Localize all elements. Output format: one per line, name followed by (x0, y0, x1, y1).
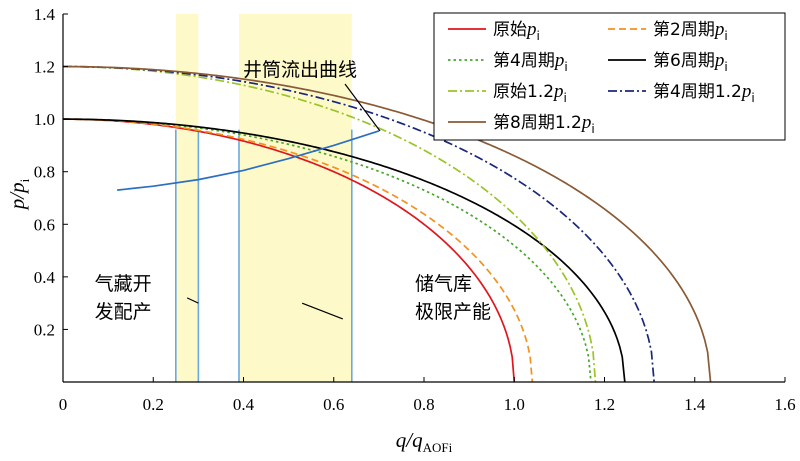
y-tick-label-3: 0.8 (34, 163, 55, 182)
y-tick-label-6: 1.4 (34, 5, 56, 24)
series-line-0 (62, 118, 516, 383)
x-tick-label-7: 1.4 (684, 395, 706, 414)
x-tick-label-1: 0.2 (143, 395, 164, 414)
legend-label-0: 原始pi (493, 19, 540, 43)
legend: 原始pi 第2周期pi 第4周期pi 第6周期pi 原始1.2pi 第4周期1.2pi 第8… (433, 12, 786, 141)
y-tick-label-0: 0.2 (34, 320, 55, 339)
y-axis-label: p/pi (5, 178, 32, 211)
legend-label-2: 第4周期pi (493, 50, 568, 74)
y-tick-label-4: 1.0 (34, 110, 55, 129)
axes (62, 13, 786, 383)
shaded-region-1 (238, 14, 352, 382)
legend-box (433, 12, 786, 141)
x-tick-label-5: 1.0 (504, 395, 525, 414)
y-tick-label-5: 1.2 (34, 58, 55, 77)
wellbore-outflow-line (117, 130, 380, 191)
series-curves (62, 65, 712, 383)
shaded-regions (175, 14, 352, 382)
y-tick-label-1: 0.4 (34, 268, 56, 287)
x-tick-label-8: 1.6 (774, 395, 795, 414)
legend-label-3: 第6周期pi (653, 50, 728, 74)
annotation-pointer-0 (186, 297, 199, 304)
annotation-1: 储气库极限产能 (415, 273, 491, 323)
annotation-pointer-1 (301, 302, 343, 320)
wellbore-curve-label: 井筒流出曲线 (243, 59, 357, 81)
y-tick-label-2: 0.6 (34, 215, 55, 234)
wellbore-label-pointer (344, 83, 381, 132)
x-tick-label-0: 0 (59, 395, 68, 414)
wellbore-curve: 井筒流出曲线 (117, 59, 381, 191)
annotations: 气藏开发配产 储气库极限产能 (95, 273, 491, 323)
x-tick-label-2: 0.4 (233, 395, 255, 414)
x-tick-label-4: 0.8 (413, 395, 434, 414)
series-line-6 (63, 65, 712, 383)
vertical-lines (175, 129, 353, 382)
tick-labels: 0 0.2 0.4 0.6 0.8 1.0 1.2 1.4 1.6 0.2 0.4 0.6 0.8 1.0… (5, 5, 796, 455)
legend-label-5: 第4周期1.2pi (653, 81, 755, 105)
legend-label-4: 原始1.2pi (493, 81, 567, 105)
x-tick-label-3: 0.6 (323, 395, 344, 414)
annotation-0: 气藏开发配产 (95, 273, 152, 323)
x-axis-label: q/qAOFi (396, 428, 453, 455)
shaded-region-0 (175, 14, 199, 382)
legend-label-6: 第8周期1.2pi (493, 112, 595, 136)
legend-label-1: 第2周期pi (653, 19, 728, 43)
x-tick-label-6: 1.2 (594, 395, 615, 414)
series-line-3 (62, 118, 626, 383)
